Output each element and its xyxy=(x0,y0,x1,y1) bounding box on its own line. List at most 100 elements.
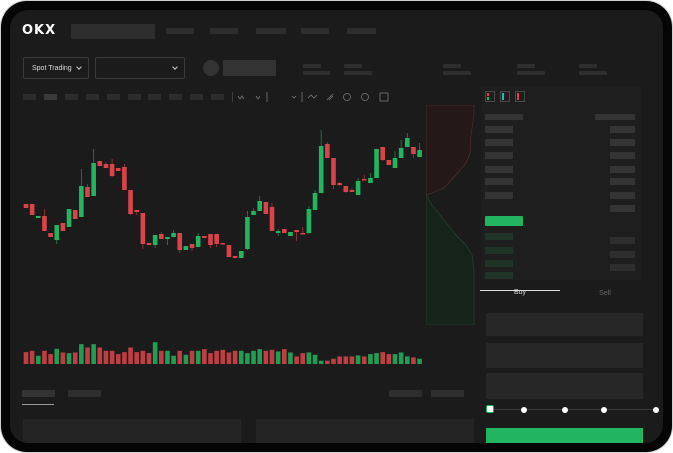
candle xyxy=(361,175,367,181)
volume-bar xyxy=(269,349,275,364)
ask-size xyxy=(610,192,635,199)
tab-sell[interactable]: Sell xyxy=(599,290,611,297)
nav-item[interactable] xyxy=(347,28,376,34)
view-all-button[interactable] xyxy=(431,390,464,397)
candle xyxy=(238,251,244,258)
volume-bar xyxy=(202,349,207,364)
candle-body xyxy=(152,235,158,245)
candle-body xyxy=(300,233,306,235)
bid-price xyxy=(485,247,513,254)
okx-logo[interactable]: OKX xyxy=(22,23,57,38)
candle-body xyxy=(146,243,152,245)
candle-body xyxy=(374,149,379,178)
tab-order-history[interactable] xyxy=(68,390,101,397)
price-input[interactable] xyxy=(486,313,643,336)
nav-item[interactable] xyxy=(256,28,286,34)
candle-body xyxy=(54,225,60,240)
candle-body xyxy=(245,217,250,249)
volume-bar xyxy=(361,356,367,364)
volume-bar xyxy=(306,352,312,364)
candle xyxy=(349,188,355,192)
volume-bar xyxy=(177,350,183,364)
volume-bar xyxy=(122,352,127,364)
volume-bar xyxy=(54,348,60,364)
candle xyxy=(97,161,103,166)
volume-bar xyxy=(79,344,84,364)
candle xyxy=(109,159,115,177)
slider-handle[interactable] xyxy=(486,405,494,413)
filter-button[interactable] xyxy=(389,390,422,397)
candle xyxy=(146,243,152,245)
candle-body xyxy=(202,236,207,238)
nav-item[interactable] xyxy=(301,28,329,34)
orderbook-view-toggles[interactable] xyxy=(485,91,535,103)
volume-bar xyxy=(48,354,53,364)
candle-body xyxy=(103,164,109,168)
candle xyxy=(368,173,373,183)
bid-price xyxy=(485,260,513,267)
ask-price xyxy=(485,166,513,173)
candle xyxy=(245,211,250,250)
candle-body xyxy=(214,234,219,244)
candle-body xyxy=(208,234,213,245)
candle-body xyxy=(331,158,336,185)
percent-slider[interactable] xyxy=(490,409,658,410)
bid-size xyxy=(610,237,635,244)
line-tool-icon xyxy=(307,94,318,99)
candle-body xyxy=(66,209,72,227)
candle xyxy=(171,230,176,237)
market-type-dropdown[interactable]: Spot Trading xyxy=(23,57,89,79)
buy-button[interactable] xyxy=(486,428,643,443)
tab-buy[interactable]: Buy xyxy=(513,289,527,296)
search-bar[interactable] xyxy=(71,24,155,39)
fullscreen-icon xyxy=(379,92,389,102)
candle-body xyxy=(275,231,281,233)
ask-price xyxy=(485,139,513,146)
volume-bar xyxy=(238,350,244,364)
candle xyxy=(103,162,109,168)
candlestick-chart[interactable] xyxy=(10,10,430,370)
candle-body xyxy=(392,158,398,168)
candle-body xyxy=(318,146,324,193)
chart-tools[interactable] xyxy=(232,91,392,103)
candle xyxy=(392,151,398,168)
candle-body xyxy=(288,232,293,236)
candle xyxy=(257,196,262,211)
candle xyxy=(54,225,60,244)
amount-input[interactable] xyxy=(486,343,643,368)
candle-body xyxy=(405,138,410,147)
ask-size xyxy=(610,139,635,146)
candle xyxy=(91,149,96,196)
volume-bar xyxy=(128,347,133,364)
volume-bar xyxy=(36,355,41,364)
candle-body xyxy=(263,202,269,214)
candle xyxy=(398,140,404,158)
nav-item[interactable] xyxy=(210,28,238,34)
total-input[interactable] xyxy=(486,373,643,399)
depth-chart xyxy=(426,105,475,325)
candle xyxy=(220,243,226,245)
volume-bar xyxy=(109,350,115,364)
candle-body xyxy=(343,186,349,192)
candle-body xyxy=(36,216,41,218)
volume-bar xyxy=(208,353,213,364)
candle-body xyxy=(60,223,66,231)
coin-icon xyxy=(203,60,219,76)
candle xyxy=(134,210,139,215)
candle xyxy=(159,232,164,239)
nav-item[interactable] xyxy=(166,28,194,34)
candle xyxy=(128,190,133,215)
volume-bar xyxy=(294,356,299,364)
candle-body xyxy=(85,187,90,197)
candle xyxy=(202,236,207,238)
candle-body xyxy=(115,168,121,171)
candle xyxy=(294,230,299,241)
pair-dropdown[interactable] xyxy=(95,57,185,79)
candle-body xyxy=(140,213,146,244)
bid-price xyxy=(485,233,513,240)
candle xyxy=(343,186,349,193)
candle-body xyxy=(282,229,287,233)
tab-open-orders[interactable] xyxy=(22,390,55,397)
volume-bar xyxy=(349,356,355,364)
